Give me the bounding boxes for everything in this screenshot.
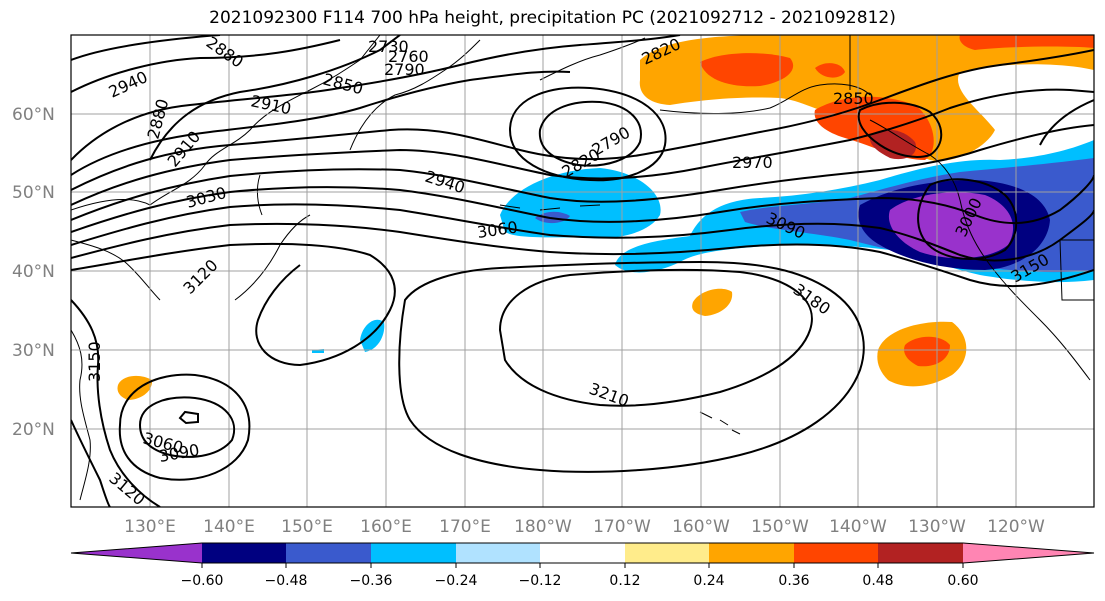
lat-label: 60°N <box>12 105 55 125</box>
lon-label: 130°E <box>124 517 176 537</box>
precip-positive-spot-west <box>117 375 153 400</box>
lon-label: 180°W <box>514 517 572 537</box>
precip-positive-east-strong <box>815 63 845 78</box>
colorbar-tick-label: −0.24 <box>435 573 478 589</box>
contour-label: 2730 <box>368 37 409 56</box>
colorbar-tick-label: −0.36 <box>350 573 393 589</box>
lon-label: 150°W <box>751 517 809 537</box>
lon-label: 140°E <box>203 517 255 537</box>
colorbar-tick-label: 0.12 <box>609 573 640 589</box>
lon-label: 130°W <box>908 517 966 537</box>
lat-label: 20°N <box>12 420 55 440</box>
precip-positive-spot-central <box>692 288 733 316</box>
map-title-area: 2021092300 F114 700 hPa height, precipit… <box>0 0 1105 34</box>
colorbar-segment <box>540 543 625 563</box>
colorbar-segment <box>371 543 456 563</box>
lon-label: 140°W <box>829 517 887 537</box>
contour-label: 2970 <box>732 153 773 172</box>
precip-positive-north-strong <box>959 35 1094 50</box>
colorbar-segment <box>202 543 286 563</box>
colorbar-segment <box>286 543 371 563</box>
precip-positive-alaska-strong <box>700 53 794 87</box>
lon-label: 150°E <box>281 517 333 537</box>
colorbar-tick-label: 0.24 <box>693 573 724 589</box>
contour-label: 3150 <box>85 341 104 382</box>
colorbar-tick-label: 0.36 <box>778 573 809 589</box>
lat-label: 40°N <box>12 262 55 282</box>
contour-label: 2790 <box>384 60 425 79</box>
lat-label: 30°N <box>12 341 55 361</box>
colorbar: −0.60 −0.48 −0.36 −0.24 −0.12 0.12 0.24 0.36 0.4… <box>70 542 1095 589</box>
colorbar-segment <box>709 543 794 563</box>
latitude-labels: 60°N 50°N 40°N 30°N 20°N <box>12 105 55 440</box>
colorbar-tick-label: 0.48 <box>862 573 893 589</box>
colorbar-extend-high <box>963 543 1094 563</box>
colorbar-segment <box>794 543 878 563</box>
map-title: 2021092300 F114 700 hPa height, precipit… <box>209 8 896 28</box>
lon-label: 170°E <box>439 517 491 537</box>
colorbar-tick-label: 0.60 <box>947 573 978 589</box>
contour-label: 2850 <box>833 89 874 108</box>
colorbar-segment <box>456 543 540 563</box>
lon-label: 120°W <box>987 517 1045 537</box>
colorbar-extend-low <box>71 543 202 563</box>
map-frame <box>70 34 1095 508</box>
longitude-labels: 130°E 140°E 150°E 160°E 170°E 180°W 170°… <box>124 517 1045 537</box>
height-contours <box>71 35 1094 507</box>
lon-label: 160°W <box>672 517 730 537</box>
colorbar-segment <box>878 543 963 563</box>
colorbar-segment <box>625 543 709 563</box>
lat-label: 50°N <box>12 183 55 203</box>
colorbar-tick-label: −0.60 <box>181 573 224 589</box>
colorbar-tick-label: −0.12 <box>519 573 562 589</box>
lon-label: 170°W <box>593 517 651 537</box>
contour-label: 2760 <box>388 47 429 66</box>
precip-positive-spot-east-strong <box>904 336 950 367</box>
lon-label: 160°E <box>360 517 412 537</box>
precip-positive-gulf-darkest <box>869 129 916 160</box>
colorbar-tick-label: −0.48 <box>265 573 308 589</box>
